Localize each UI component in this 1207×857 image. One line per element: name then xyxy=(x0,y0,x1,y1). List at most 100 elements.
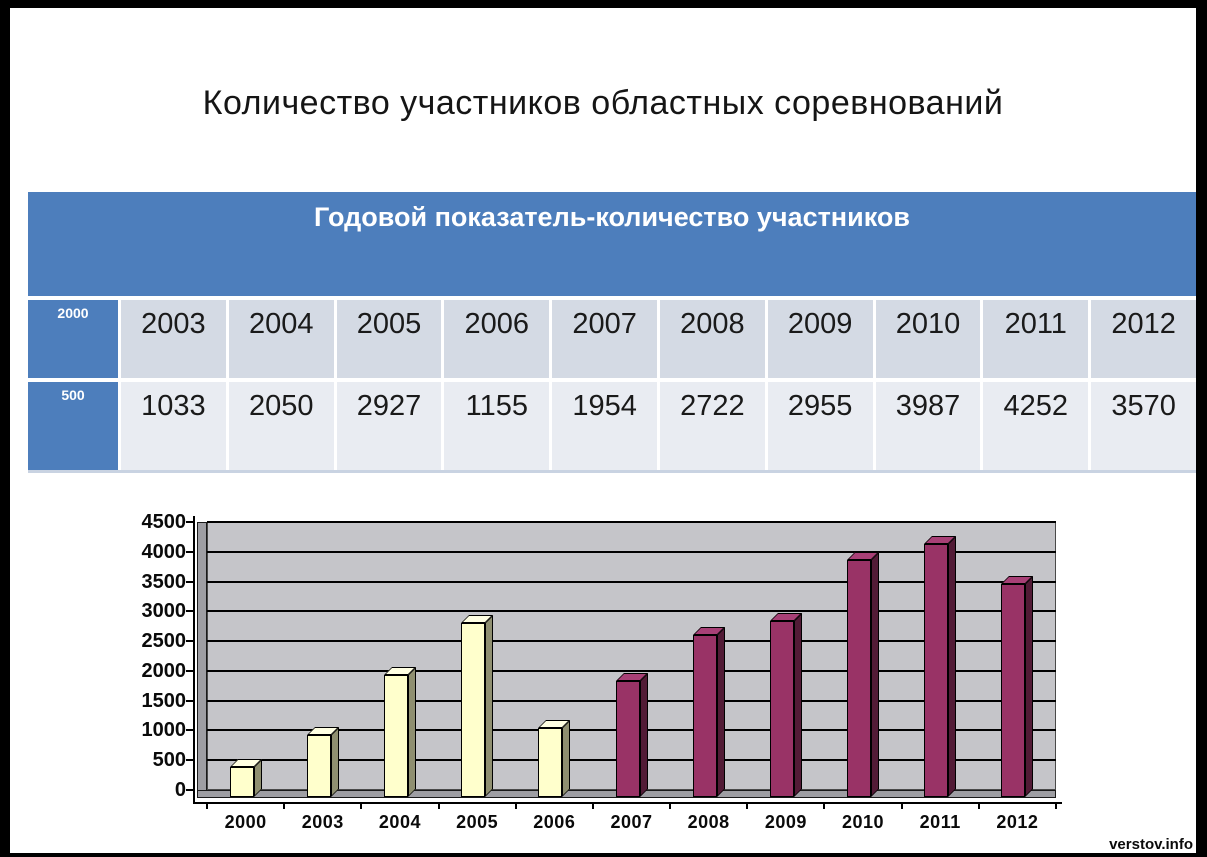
y-tick-label: 4000 xyxy=(141,540,187,563)
x-tick-label: 2011 xyxy=(919,812,961,832)
y-axis-tick xyxy=(186,789,193,791)
bar-side-face xyxy=(1025,576,1034,797)
bar-front-face xyxy=(692,634,717,797)
x-tick-label: 2000 xyxy=(224,812,267,832)
chart-wall xyxy=(197,522,207,798)
year-cell: 2012 xyxy=(1091,300,1196,378)
x-axis-line xyxy=(193,802,1062,804)
x-axis-tick xyxy=(900,802,903,809)
bar-side-face xyxy=(253,759,262,797)
bar xyxy=(461,614,494,797)
year-cell: 2008 xyxy=(659,300,765,378)
year-cell: 2009 xyxy=(767,300,873,378)
x-axis-tick xyxy=(1055,802,1057,809)
bar xyxy=(306,727,339,797)
value-cell: 2050 xyxy=(228,382,334,470)
bar-chart: 4500 4000 3500 3000 2500 2000 1500 1000 500 0 2000… xyxy=(10,8,1196,853)
y-axis-line xyxy=(193,516,195,804)
y-tick-label: 2500 xyxy=(141,630,187,653)
y-axis-tick xyxy=(186,580,193,583)
bar-front-face xyxy=(229,767,254,797)
grid-line xyxy=(207,580,1056,583)
x-tick-label: 2009 xyxy=(764,812,807,832)
bar xyxy=(924,535,957,797)
bar-side-face xyxy=(716,626,725,797)
grid-line xyxy=(207,640,1056,643)
watermark: verstov.info xyxy=(1109,836,1193,853)
x-axis-tick xyxy=(977,802,980,809)
bar-side-face xyxy=(793,613,802,797)
y-axis-tick xyxy=(186,759,193,762)
year-cell: 2007 xyxy=(552,300,657,378)
bar xyxy=(538,720,571,797)
x-axis-tick xyxy=(206,802,208,809)
value-cell: 1954 xyxy=(552,382,657,470)
y-tick-label: 1500 xyxy=(141,689,187,712)
slide-title: Количество участников областных соревнов… xyxy=(202,84,1004,122)
y-axis-tick xyxy=(186,699,193,702)
value-cell: 3570 xyxy=(1091,382,1196,470)
grid-line xyxy=(207,610,1056,613)
x-axis-tick xyxy=(283,802,286,809)
x-tick-label: 2005 xyxy=(456,812,499,832)
bar-front-face xyxy=(383,674,408,797)
y-axis-tick xyxy=(186,669,193,672)
y-tick-label: 0 xyxy=(174,779,186,801)
x-tick-label: 2008 xyxy=(687,812,730,832)
y-axis-tick xyxy=(186,610,193,613)
year-cell: 2003 xyxy=(121,300,226,378)
y-tick-label: 4500 xyxy=(141,511,187,533)
bar-front-face xyxy=(769,621,794,797)
bar xyxy=(769,613,802,797)
grid-line xyxy=(207,669,1056,672)
value-cell: 2722 xyxy=(659,382,765,470)
grid-line xyxy=(207,521,1056,523)
bar xyxy=(615,672,648,797)
grid-line xyxy=(207,550,1056,553)
bar-side-face xyxy=(871,551,880,797)
x-tick-label: 2003 xyxy=(301,812,344,832)
bar-front-face xyxy=(461,622,486,797)
table-row-values: 500 1033 2050 2927 1155 1954 2722 2955 3987 4252… xyxy=(28,382,1196,473)
bar xyxy=(847,551,880,797)
value-cell: 2927 xyxy=(336,382,442,470)
x-tick-label: 2007 xyxy=(610,812,653,832)
year-cell: 2006 xyxy=(444,300,550,378)
x-tick-label: 2010 xyxy=(842,812,885,832)
bar-front-face xyxy=(847,559,872,797)
y-tick-label: 500 xyxy=(152,749,186,772)
bar xyxy=(229,759,262,797)
table-row-years: 2000 2003 2004 2005 2006 2007 2008 2009 2010 201… xyxy=(28,300,1196,378)
value-cell: 1155 xyxy=(444,382,550,470)
bar-front-face xyxy=(538,728,563,797)
y-axis-tick xyxy=(186,640,193,643)
y-axis-tick xyxy=(186,521,193,523)
year-cell: 2010 xyxy=(875,300,981,378)
x-axis-tick xyxy=(823,802,826,809)
x-tick-label: 2004 xyxy=(378,812,421,832)
x-tick-label: 2012 xyxy=(996,812,1039,832)
x-axis-tick xyxy=(746,802,749,809)
value-cell: 1033 xyxy=(121,382,226,470)
bar-side-face xyxy=(562,720,571,797)
bar-front-face xyxy=(924,543,949,797)
y-tick-label: 3000 xyxy=(141,600,187,623)
bar xyxy=(692,626,725,797)
x-tick-label: 2006 xyxy=(533,812,576,832)
year-cell: 2005 xyxy=(336,300,442,378)
y-tick-label: 2000 xyxy=(141,659,187,682)
bar-front-face xyxy=(306,735,331,797)
value-cell: 2955 xyxy=(767,382,873,470)
year-cells: 2003 2004 2005 2006 2007 2008 2009 2010 2011 2012 xyxy=(121,300,1196,378)
bar-side-face xyxy=(639,672,648,797)
x-axis-tick xyxy=(669,802,672,809)
slide: Количество участников областных соревнов… xyxy=(10,8,1196,853)
table-header: Годовой показатель-количество участников xyxy=(28,192,1196,296)
y-axis-tick xyxy=(186,550,193,553)
bar xyxy=(1001,576,1034,797)
bar-side-face xyxy=(948,535,957,797)
data-table: Годовой показатель-количество участников… xyxy=(28,192,1196,473)
value-cells: 1033 2050 2927 1155 1954 2722 2955 3987 4252 3570 xyxy=(121,382,1196,470)
value-cell: 4252 xyxy=(983,382,1089,470)
bar-front-face xyxy=(615,680,640,797)
